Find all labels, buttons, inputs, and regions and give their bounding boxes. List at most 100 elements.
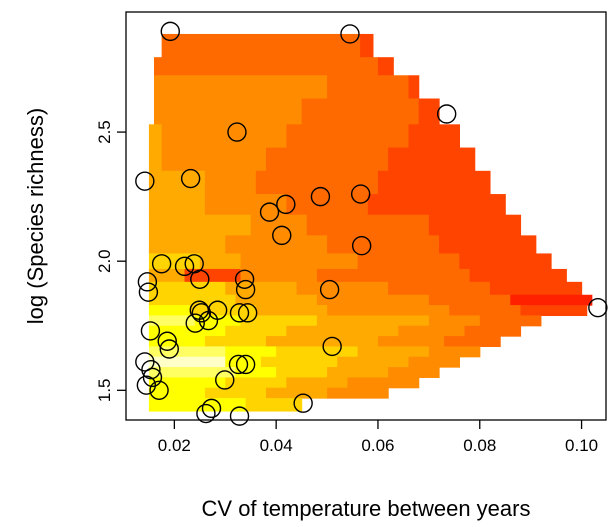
heatmap-cell-21-1 [225,377,287,389]
heatmap-cell-13-4 [510,294,593,306]
data-point-5 [180,168,201,189]
heatmap-cell-16-1 [225,325,287,337]
data-point-26 [237,303,258,323]
heatmap-cell-5-2 [265,147,389,172]
data-point-36 [141,359,161,380]
heatmap-cell-3-0 [154,98,303,125]
heatmap-cell-10-4 [459,253,552,270]
heatmap-cell-14-5 [520,305,588,317]
data-point-21 [588,297,608,318]
data-point-15 [190,269,210,289]
heatmap-cell-10-1 [199,253,242,270]
heatmap-cell-14-4 [449,305,522,317]
heatmap-cell-7-1 [204,194,287,216]
heatmap-cell-14-0 [148,305,191,317]
heatmap-cell-22-2 [265,387,328,399]
x-axis-title: CV of temperature between years [202,496,531,521]
heatmap-cell-18-0 [148,346,226,358]
heatmap-cell-2-1 [327,75,410,100]
heatmap-cell-13-3 [428,294,511,306]
heatmap-cell-18-1 [225,346,277,358]
heatmap-cell-11-2 [240,268,318,283]
y-tick-label-2: 2.5 [95,120,114,144]
x-tick-label-3: 0.08 [463,436,496,455]
heatmap-cell-0-0 [161,33,361,58]
heatmap-cell-8-1 [250,214,308,236]
plot-frame [125,11,607,421]
y-axis-title: log (Species richness) [23,108,48,324]
data-point-43 [196,403,216,424]
heatmap-cell-20-1 [235,367,277,378]
y-tick-label-1: 2.0 [95,249,114,273]
data-point-39 [136,375,157,395]
data-point-16 [234,269,255,289]
heatmap-cell-17-3 [377,336,445,348]
heatmap-cell-21-2 [286,377,349,389]
heatmap-cell-17-1 [204,336,267,348]
heatmap-cell-4-3 [408,124,460,149]
heatmap-cell-7-0 [148,194,206,216]
heatmap-cell-15-5 [479,315,542,327]
heatmap-cell-13-2 [316,294,430,306]
heatmap-cell-9-3 [439,235,537,255]
heatmap-cell-4-2 [286,124,410,149]
data-point-8 [276,194,296,215]
heatmap-cell-19-3 [337,356,410,368]
heatmap-cell-3-1 [301,98,420,125]
heatmap-cell-12-4 [489,281,583,296]
data-point-42 [201,398,222,419]
data-point-1 [340,24,360,44]
heatmap-cell-10-2 [240,253,359,270]
data-point-27 [185,313,205,333]
data-point-20 [319,279,340,300]
heatmap-cell-15-2 [240,315,318,327]
data-point-41 [293,393,313,413]
heatmap-cell-8-3 [428,214,522,236]
heatmap-cell-14-2 [255,305,328,317]
heatmap-cell-6-0 [148,170,206,195]
heatmap-cell-21-3 [347,377,420,389]
heatmap-cell-20-3 [327,367,389,378]
scatter-points [135,21,608,426]
heatmap-cell-12-2 [296,281,389,296]
heatmap-cell-15-3 [316,315,430,327]
heatmap-cell-13-1 [235,294,318,306]
heatmap-cell-19-4 [408,356,460,368]
data-point-18 [138,282,159,302]
heatmap-cell-1-1 [377,57,394,76]
heatmap-cell-17-2 [265,336,379,348]
data-point-34 [228,354,249,375]
heatmap-cell-5-1 [161,147,267,172]
heatmap-cell-11-4 [469,268,567,283]
heatmap-cell-9-2 [327,235,440,255]
data-point-35 [235,354,256,375]
heatmap-cell-15-4 [428,315,481,327]
heatmap-cell-14-1 [189,305,257,317]
data-point-30 [157,331,177,351]
heatmap-cell-14-3 [327,305,450,317]
heatmap-cell-16-4 [464,325,522,337]
x-axis: 0.02 0.04 0.06 0.08 0.10 [158,420,598,455]
data-point-10 [272,225,292,246]
heatmap-cell-20-2 [276,367,328,378]
data-point-31 [159,339,179,359]
data-point-44 [229,406,250,426]
heatmap-cell-18-4 [428,346,481,358]
data-point-11 [351,235,372,256]
heatmap-cell-11-3 [316,268,471,283]
heatmap-cell-9-1 [225,235,328,255]
heatmap-cell-15-0 [148,315,196,327]
heatmap-cell-16-2 [286,325,399,337]
heatmap-cells [148,33,593,412]
data-point-13 [174,256,195,277]
heatmap-cell-1-0 [154,57,379,76]
data-point-19 [235,279,256,300]
heatmap-cell-20-0 [148,367,237,378]
data-point-32 [322,336,342,357]
heatmap-cell-9-0 [148,235,226,255]
data-point-2 [436,104,457,124]
heatmap-cell-10-3 [357,253,460,270]
heatmap-cell-8-2 [306,214,430,236]
heatmap-cell-0-1 [360,33,374,58]
